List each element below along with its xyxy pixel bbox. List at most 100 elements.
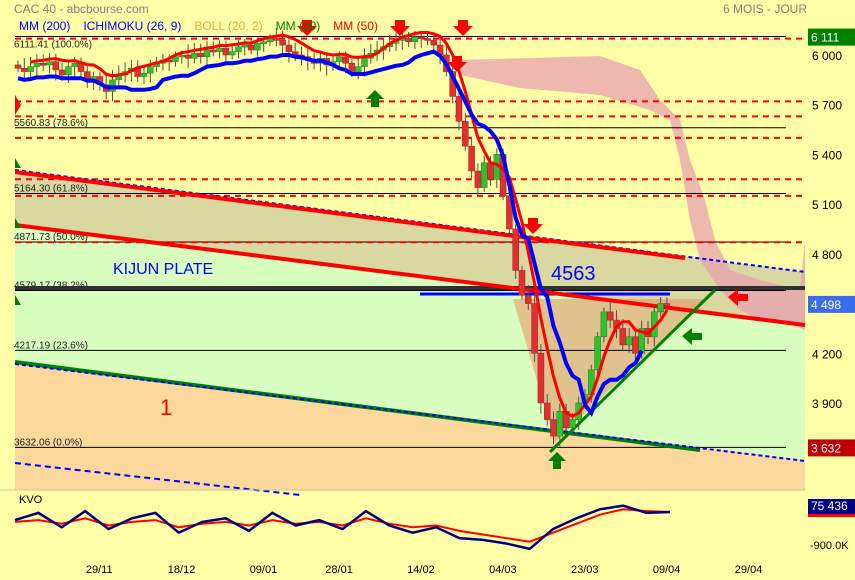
candle <box>39 63 47 66</box>
candle <box>279 39 286 46</box>
candle <box>480 162 488 188</box>
x-tick-label: 18/12 <box>168 564 196 576</box>
buy-arrow-icon <box>15 158 21 168</box>
fib-label: 4871.73 (50.0%) <box>14 232 88 243</box>
price-badge <box>808 295 855 313</box>
x-tick-label: 09/01 <box>250 564 278 576</box>
fib-label: 5164.30 (61.8%) <box>14 183 88 194</box>
left-arrow-red-icon <box>728 289 748 306</box>
y-tick-label: 3 900 <box>812 397 842 411</box>
candle <box>254 43 261 51</box>
candle <box>336 56 343 62</box>
candle <box>405 38 412 42</box>
zone-light-green <box>15 225 805 460</box>
candle <box>556 411 564 437</box>
legend-item: MM (50) <box>333 19 378 33</box>
candle <box>58 69 66 76</box>
candle <box>273 38 280 41</box>
candle <box>241 44 249 48</box>
candle <box>474 170 482 188</box>
candle <box>191 53 198 59</box>
support-green-line <box>548 288 717 454</box>
x-tick-label: 29/11 <box>86 564 113 576</box>
candle <box>518 270 526 296</box>
legend-item: MM (20) <box>275 19 321 33</box>
candle <box>184 54 192 59</box>
candle <box>65 66 72 76</box>
level-4563-label: 4563 <box>551 263 596 285</box>
kvo-signal-line <box>14 508 671 543</box>
chart-title: CAC 40 - abcbourse.com <box>14 2 149 16</box>
candle <box>71 63 78 67</box>
sell-arrow-icon <box>297 20 317 36</box>
x-tick-label: 14/02 <box>407 564 435 576</box>
candle <box>537 353 545 404</box>
candle <box>140 72 148 77</box>
candle <box>147 66 154 74</box>
legend-item: BOLL (20, 2) <box>194 19 263 33</box>
candle <box>21 68 28 72</box>
candle <box>216 48 223 52</box>
trendline-upper <box>14 170 686 260</box>
candle <box>228 51 236 56</box>
y-tick-label: 4 200 <box>812 347 842 361</box>
legend: MM (200) ICHIMOKU (26, 9) BOLL (20, 2) MM (… <box>19 19 378 33</box>
candle <box>600 311 608 337</box>
legend-item: ICHIMOKU (26, 9) <box>83 19 182 33</box>
price-badge-label: 3 632 <box>811 441 841 455</box>
kvo-line <box>14 504 671 551</box>
candle <box>424 38 431 41</box>
candle <box>512 228 519 271</box>
candle <box>27 66 34 72</box>
candle <box>178 54 186 58</box>
candle <box>625 336 633 346</box>
x-tick-label: 29/04 <box>735 564 763 576</box>
period-label: 6 MOIS - JOUR <box>723 2 808 16</box>
kijun-line <box>17 49 644 418</box>
candle <box>361 58 368 67</box>
candle <box>487 162 494 180</box>
legend-item: MM (200) <box>19 19 71 33</box>
candle <box>46 61 53 66</box>
candle <box>657 303 664 313</box>
candle <box>348 63 356 72</box>
x-tick-label: 28/01 <box>325 564 353 576</box>
zone-orange <box>15 363 805 490</box>
candle <box>203 49 211 57</box>
sell-arrow-icon <box>390 20 410 36</box>
y-tick-label: 5 700 <box>812 99 842 113</box>
candle <box>455 96 463 122</box>
sell-arrow-icon <box>453 20 473 36</box>
candle <box>550 419 557 437</box>
fib-label: 4217.19 (23.6%) <box>14 340 88 351</box>
candle <box>594 336 601 371</box>
candle <box>33 63 41 67</box>
x-tick-label: 09/04 <box>653 564 681 576</box>
candle <box>222 48 230 56</box>
sell-arrow-icon <box>523 218 543 234</box>
price-badge-label: 6 111 <box>811 31 840 45</box>
x-tick-label: 23/03 <box>571 564 599 576</box>
kijun-plate-label: KIJUN PLATE <box>113 261 214 278</box>
candle <box>14 64 22 69</box>
candle <box>342 56 349 64</box>
candle <box>411 36 419 42</box>
y-tick-label: 6 000 <box>812 49 842 63</box>
candle <box>619 328 627 346</box>
candle <box>569 419 576 429</box>
mm50-line <box>30 30 669 418</box>
price-badge <box>808 28 855 46</box>
candle <box>462 121 469 147</box>
candle <box>285 44 293 52</box>
sell-arrow-icon <box>447 56 467 72</box>
candle <box>197 53 204 57</box>
kvo-badge: 75 436 <box>808 499 855 517</box>
trendline-lower <box>14 223 806 327</box>
buy-arrow-icon <box>15 295 21 305</box>
candle <box>663 303 671 306</box>
candle <box>235 46 242 52</box>
candle <box>354 66 362 72</box>
price-badge <box>808 439 855 457</box>
